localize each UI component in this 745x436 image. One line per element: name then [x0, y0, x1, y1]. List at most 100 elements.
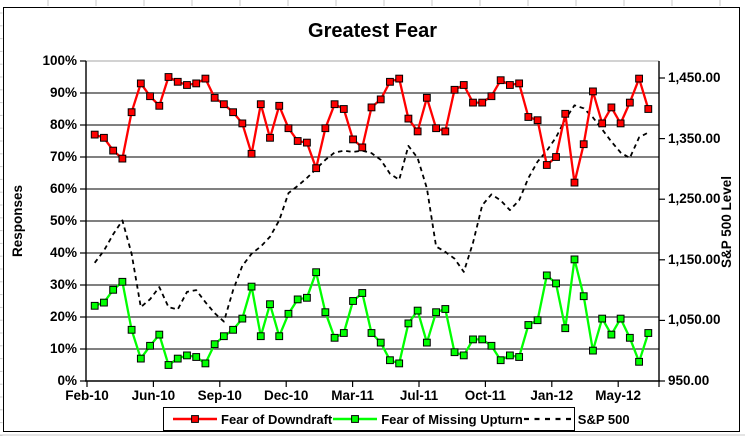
- series-line-s-p-500: [93, 104, 649, 323]
- data-point-marker: [256, 332, 265, 341]
- data-point-marker: [570, 178, 579, 187]
- data-point-marker: [552, 279, 560, 288]
- data-point-marker: [256, 100, 265, 109]
- data-point-marker: [441, 127, 450, 136]
- data-point-marker: [210, 340, 219, 349]
- data-point-marker: [275, 101, 284, 110]
- data-point-marker: [100, 298, 108, 307]
- data-point-marker: [293, 137, 302, 145]
- data-point-marker: [570, 255, 579, 264]
- data-point-marker: [339, 105, 348, 113]
- data-point-marker: [339, 329, 348, 337]
- data-point-marker: [432, 308, 440, 317]
- data-point-marker: [625, 333, 634, 342]
- data-point-marker: [386, 356, 394, 365]
- data-point-marker: [644, 105, 653, 113]
- x-axis-tick-label: Feb-10: [65, 388, 109, 403]
- data-point-marker: [404, 319, 413, 328]
- data-point-marker: [219, 332, 228, 341]
- data-point-marker: [238, 119, 247, 128]
- data-point-marker: [109, 285, 118, 294]
- data-point-marker: [229, 108, 238, 117]
- data-point-marker: [496, 356, 505, 365]
- x-axis-tick-label: Mar-11: [331, 388, 374, 403]
- data-point-marker: [386, 77, 394, 86]
- legend-label: Fear of Downdraft: [221, 411, 333, 427]
- left-axis-tick-label: 10%: [49, 341, 77, 356]
- data-point-marker: [515, 79, 524, 88]
- left-axis-tick-label: 80%: [49, 117, 77, 132]
- data-point-marker: [312, 268, 321, 277]
- data-point-marker: [625, 98, 634, 107]
- data-point-marker: [607, 330, 616, 339]
- data-point-marker: [238, 314, 247, 323]
- data-point-marker: [533, 316, 542, 325]
- data-point-marker: [293, 295, 302, 304]
- data-point-marker: [284, 309, 293, 318]
- red-line-swatch-icon: [173, 415, 217, 423]
- data-point-marker: [422, 93, 431, 102]
- data-point-marker: [450, 85, 459, 94]
- data-point-marker: [395, 359, 404, 368]
- data-point-marker: [376, 95, 385, 104]
- right-axis-tick-label: 1,450.00: [668, 70, 721, 85]
- data-point-marker: [164, 73, 173, 81]
- right-axis-tick-label: 1,350.00: [668, 130, 721, 146]
- data-point-marker: [506, 351, 514, 360]
- data-point-marker: [515, 353, 524, 361]
- left-axis-tick-label: 0%: [57, 373, 77, 388]
- data-point-marker: [201, 359, 210, 368]
- data-point-marker: [330, 333, 339, 342]
- data-point-marker: [432, 124, 440, 133]
- data-point-marker: [367, 329, 376, 337]
- data-point-marker: [506, 81, 514, 89]
- left-axis-tick-label: 20%: [49, 309, 77, 324]
- data-point-marker: [579, 140, 588, 149]
- data-point-marker: [118, 154, 127, 163]
- data-point-marker: [275, 332, 284, 341]
- data-point-marker: [616, 314, 625, 323]
- x-axis-tick-label: Jan-12: [530, 388, 574, 403]
- data-point-marker: [589, 346, 597, 355]
- data-point-marker: [404, 114, 413, 123]
- data-point-marker: [524, 113, 533, 121]
- legend: Fear of Downdraft Fear of Missing Upturn…: [163, 407, 630, 431]
- data-point-marker: [136, 354, 145, 363]
- left-axis-tick-label: 50%: [49, 213, 77, 228]
- data-point-marker: [90, 301, 99, 310]
- data-point-marker: [561, 324, 570, 333]
- legend-item-sp500: S&P 500: [523, 412, 630, 427]
- data-point-marker: [358, 289, 367, 297]
- data-point-marker: [303, 138, 311, 147]
- left-axis-tick-label: 70%: [49, 149, 77, 164]
- data-point-marker: [422, 338, 431, 347]
- x-axis-tick-label: Jun-10: [131, 388, 176, 403]
- data-point-marker: [616, 119, 625, 128]
- left-axis-tick-label: 40%: [49, 245, 77, 260]
- dashed-line-swatch-icon: [523, 417, 574, 421]
- green-line-swatch-icon: [333, 415, 378, 423]
- chart-frame[interactable]: [3, 7, 740, 432]
- data-point-marker: [155, 101, 164, 110]
- data-point-marker: [598, 314, 607, 323]
- data-point-marker: [542, 161, 551, 169]
- right-axis-tick-label: 1,050.00: [668, 312, 721, 328]
- x-axis-tick-label: Oct-11: [464, 388, 507, 403]
- right-axis-tick-label: 950.00: [668, 373, 710, 388]
- data-point-marker: [349, 297, 357, 305]
- data-point-marker: [247, 282, 256, 291]
- data-point-marker: [284, 124, 293, 133]
- right-axis-tick-label: 1,150.00: [668, 251, 721, 267]
- data-point-marker: [469, 98, 477, 107]
- legend-label: Fear of Missing Upturn: [381, 411, 523, 427]
- data-point-marker: [173, 77, 182, 86]
- data-point-marker: [487, 92, 496, 101]
- data-point-marker: [210, 93, 219, 102]
- left-axis-tick-label: 60%: [49, 181, 77, 196]
- x-axis-tick-label: Jul-11: [399, 388, 439, 403]
- data-point-marker: [321, 308, 330, 317]
- left-axis-tick-label: 100%: [42, 53, 77, 68]
- data-point-marker: [173, 354, 182, 363]
- data-point-marker: [164, 361, 173, 369]
